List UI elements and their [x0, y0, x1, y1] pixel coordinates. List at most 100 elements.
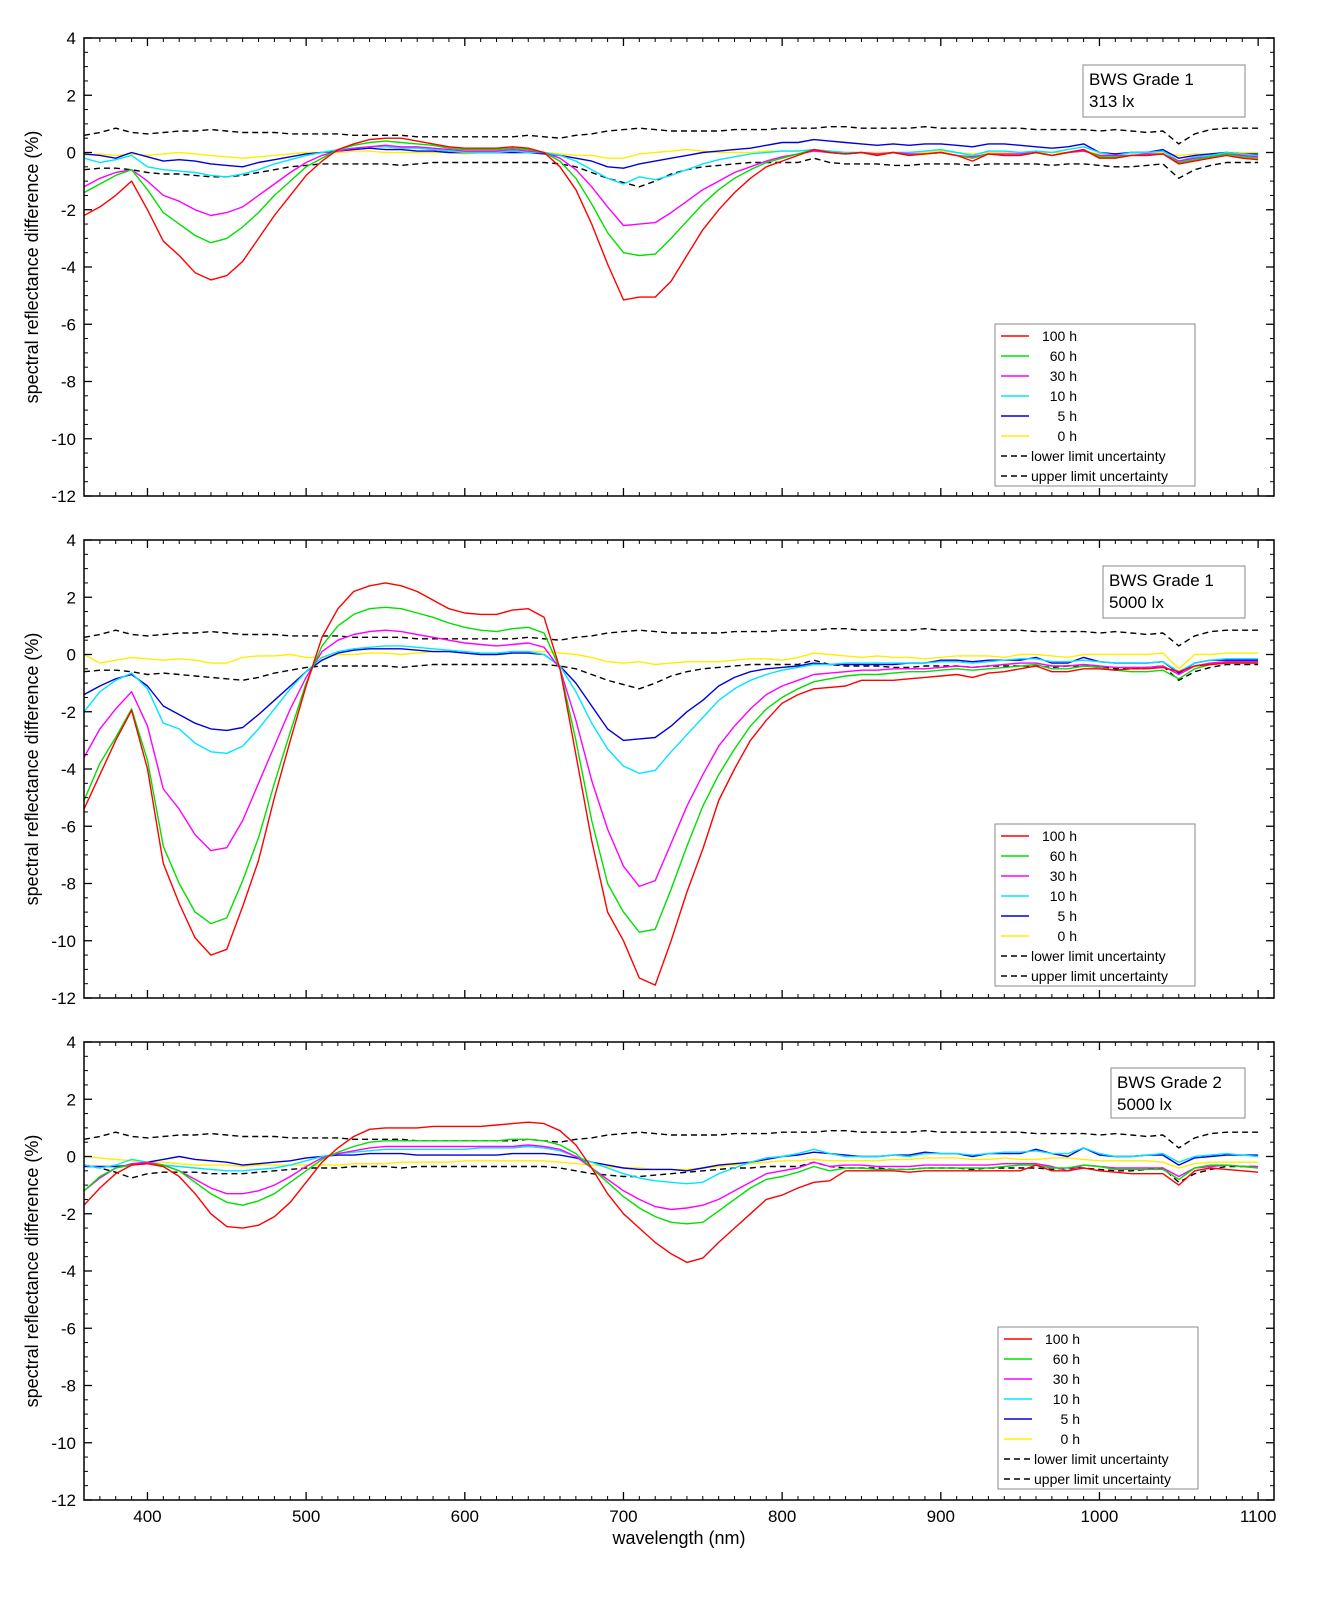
series-line-upper-limit-uncertainty — [84, 125, 1259, 145]
legend-label: 60 h — [1050, 348, 1077, 364]
legend-label: lower limit uncertainty — [1031, 448, 1166, 464]
y-tick-label: -8 — [61, 875, 76, 894]
y-tick-label: -6 — [61, 315, 76, 334]
y-tick-label: 0 — [67, 144, 76, 163]
x-tick-label: 900 — [927, 1507, 955, 1526]
series-line-5-h — [84, 1147, 1259, 1172]
legend-label: lower limit uncertainty — [1031, 948, 1166, 964]
chart-panel-2: 4 2 0 -2 -4 -6 -8 -10 -12 spectral reflectance di… — [22, 531, 1275, 1008]
x-tick-label: 1100 — [1240, 1507, 1277, 1526]
legend-label: lower limit uncertainty — [1034, 1451, 1169, 1467]
series-line-5-h — [84, 138, 1259, 169]
series-line-0-h — [84, 650, 1259, 670]
legend-label: 30 h — [1053, 1371, 1080, 1387]
y-tick-label: -6 — [61, 817, 76, 836]
series-group — [84, 582, 1259, 986]
legend-label: 0 h — [1058, 928, 1077, 944]
series-line-60-h — [84, 1138, 1259, 1225]
x-axis-label: wavelength (nm) — [611, 1528, 745, 1548]
legend-label: 10 h — [1050, 888, 1077, 904]
y-tick-label: -6 — [61, 1319, 76, 1338]
series-line-lower-limit-uncertainty — [84, 659, 1259, 690]
x-tick-label: 800 — [768, 1507, 796, 1526]
y-tick-label: -12 — [51, 487, 76, 506]
y-tick-label: -10 — [51, 1434, 76, 1453]
annotation-frame — [1110, 1067, 1246, 1119]
y-tick-label: -12 — [51, 1491, 76, 1510]
series-group — [84, 125, 1259, 301]
legend-label: 100 h — [1042, 828, 1077, 844]
legend-label: 0 h — [1058, 428, 1077, 444]
legend-label: upper limit uncertainty — [1031, 468, 1168, 484]
y-tick-label: -4 — [61, 1262, 76, 1281]
y-axis-label: spectral reflectance difference (%) — [22, 633, 42, 906]
series-line-10-h — [84, 146, 1259, 185]
chart-panel-3: 4 2 0 -2 -4 -6 -8 -10 -12 400 500 600 700 800 900 1000 1… — [22, 1033, 1276, 1548]
legend-label: 10 h — [1050, 388, 1077, 404]
legend-label: 30 h — [1050, 868, 1077, 884]
annotation-line: 313 lx — [1089, 92, 1135, 111]
x-tick-label: 1000 — [1081, 1507, 1119, 1526]
y-tick-label: 2 — [67, 1090, 76, 1109]
annotation-box: BWS Grade 1 313 lx — [1082, 64, 1246, 118]
series-line-30-h — [84, 1144, 1259, 1211]
y-tick-label: -8 — [61, 1377, 76, 1396]
legend-label: 10 h — [1053, 1391, 1080, 1407]
annotation-box: BWS Grade 2 5000 lx — [1110, 1067, 1246, 1119]
y-axis: 4 2 0 -2 -4 -6 -8 -10 -12 — [51, 531, 1274, 1008]
legend-label: 60 h — [1050, 848, 1077, 864]
annotation-line: 5000 lx — [1109, 593, 1164, 612]
y-tick-label: -4 — [61, 258, 76, 277]
legend-label: 5 h — [1058, 408, 1077, 424]
y-tick-label: -8 — [61, 373, 76, 392]
y-tick-label: -2 — [61, 1205, 76, 1224]
chart-panel-1: 4 2 0 -2 -4 -6 -8 -10 -12 spectral reflectance di… — [22, 29, 1275, 506]
annotation-line: BWS Grade 1 — [1109, 571, 1214, 590]
y-tick-label: 4 — [67, 531, 76, 550]
y-axis-label: spectral reflectance difference (%) — [22, 131, 42, 404]
legend: 100 h 60 h 30 h 10 h 5 h 0 h lower limit uncer… — [994, 323, 1196, 487]
series-line-upper-limit-uncertainty — [84, 628, 1259, 647]
legend-label: 100 h — [1045, 1331, 1080, 1347]
series-line-lower-limit-uncertainty — [84, 157, 1259, 188]
series-line-0-h — [84, 148, 1259, 159]
annotation-frame — [1082, 64, 1246, 118]
y-tick-label: -12 — [51, 989, 76, 1008]
x-axis: 400 500 600 700 800 900 1000 1100 — [99, 1042, 1277, 1526]
legend-label: 30 h — [1050, 368, 1077, 384]
series-line-100-h — [84, 1121, 1259, 1264]
y-tick-label: -10 — [51, 932, 76, 951]
x-tick-label: 400 — [133, 1507, 161, 1526]
y-tick-label: 0 — [67, 646, 76, 665]
x-axis — [99, 38, 1259, 496]
series-line-5-h — [84, 648, 1259, 742]
x-axis — [99, 540, 1259, 998]
series-line-30-h — [84, 629, 1259, 888]
annotation-line: BWS Grade 2 — [1117, 1073, 1222, 1092]
legend-label: 5 h — [1058, 908, 1077, 924]
legend: 100 h 60 h 30 h 10 h 5 h 0 h lower limit uncer… — [997, 1326, 1199, 1490]
annotation-frame — [1102, 565, 1246, 619]
legend-label: 0 h — [1061, 1431, 1080, 1447]
y-axis: 4 2 0 -2 -4 -6 -8 -10 -12 — [51, 1033, 1274, 1510]
series-group — [84, 1121, 1259, 1264]
series-line-upper-limit-uncertainty — [84, 1129, 1259, 1149]
y-tick-label: -2 — [61, 201, 76, 220]
annotation-box: BWS Grade 1 5000 lx — [1102, 565, 1246, 619]
series-line-10-h — [84, 645, 1259, 774]
y-tick-label: -2 — [61, 703, 76, 722]
x-tick-label: 700 — [609, 1507, 637, 1526]
series-line-100-h — [84, 582, 1259, 986]
legend-frame — [997, 1326, 1199, 1490]
y-tick-label: -4 — [61, 760, 76, 779]
annotation-line: BWS Grade 1 — [1089, 70, 1194, 89]
y-tick-label: 2 — [67, 588, 76, 607]
legend-label: 60 h — [1053, 1351, 1080, 1367]
legend: 100 h 60 h 30 h 10 h 5 h 0 h lower limit uncer… — [994, 823, 1196, 987]
series-line-10-h — [84, 1145, 1259, 1185]
x-tick-label: 600 — [451, 1507, 479, 1526]
y-tick-label: 0 — [67, 1148, 76, 1167]
y-tick-label: -10 — [51, 430, 76, 449]
annotation-line: 5000 lx — [1117, 1095, 1172, 1114]
